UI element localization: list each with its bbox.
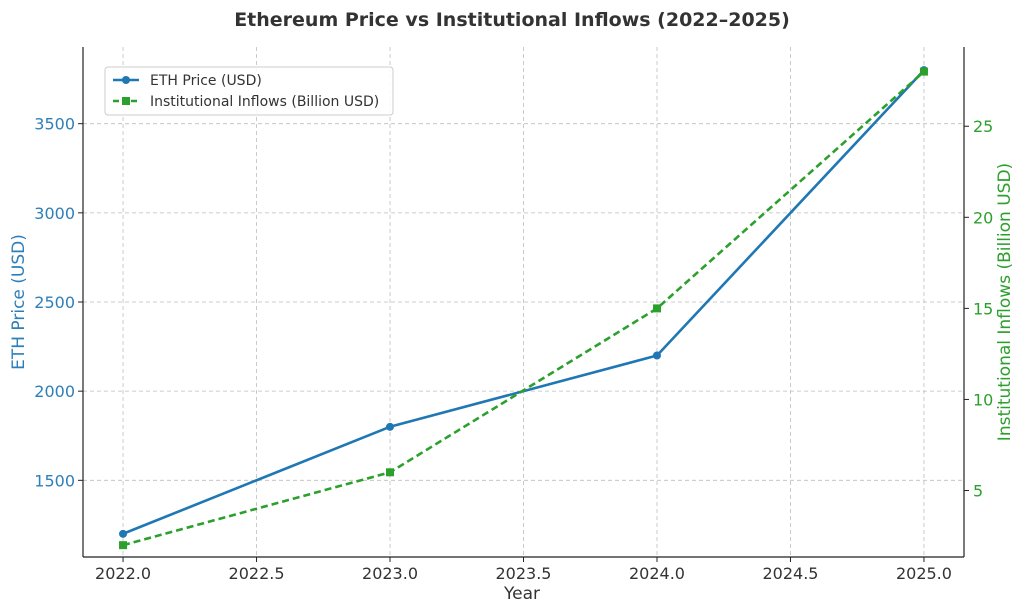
left-y-tick-label: 2500 — [34, 293, 75, 312]
x-tick-label: 2022.0 — [95, 564, 151, 583]
series-line-institutional-inflows — [122, 70, 925, 547]
legend-box — [104, 66, 394, 116]
legend-entry-institutional-inflows: Institutional Inflows (Billion USD) — [150, 94, 379, 110]
x-tick-label: 2022.5 — [229, 564, 285, 583]
grid — [83, 47, 964, 557]
x-axis-label: Year — [503, 584, 540, 604]
legend: ETH Price (USD) Institutional Inflows (B… — [104, 66, 394, 116]
plot-area — [119, 66, 928, 550]
x-tick-label: 2023.5 — [496, 564, 552, 583]
data-point-institutional-inflows — [119, 541, 128, 550]
right-y-tick-label: 15 — [973, 299, 993, 318]
x-tick-label: 2025.0 — [896, 564, 952, 583]
left-y-tick-label: 3500 — [34, 115, 75, 134]
right-y-axis-label: Institutional Inflows (Billion USD) — [995, 163, 1015, 441]
right-y-tick-label: 10 — [973, 390, 993, 409]
right-y-tick-label: 25 — [973, 117, 993, 136]
data-point-institutional-inflows — [386, 468, 395, 477]
left-y-tick-label: 1500 — [34, 471, 75, 490]
left-y-tick-label: 3000 — [34, 204, 75, 223]
right-y-tick-label: 5 — [973, 482, 983, 501]
left-y-tick-label: 2000 — [34, 382, 75, 401]
x-tick-label: 2024.5 — [762, 564, 818, 583]
chart-title: Ethereum Price vs Institutional Inflows … — [234, 9, 790, 31]
axes: 2022.0 2022.5 2023.0 2023.5 2024.0 2024.5 2025… — [34, 47, 993, 583]
x-tick-label: 2023.0 — [362, 564, 418, 583]
x-tick-label: 2024.0 — [629, 564, 685, 583]
legend-marker-institutional-inflows — [122, 97, 130, 105]
legend-entry-eth-price: ETH Price (USD) — [150, 73, 262, 89]
data-point-institutional-inflows — [919, 67, 928, 76]
data-point-eth-price — [652, 351, 661, 360]
left-y-axis-label: ETH Price (USD) — [9, 234, 29, 370]
data-point-eth-price — [119, 529, 128, 538]
legend-marker-eth-price — [122, 76, 130, 84]
right-y-tick-label: 20 — [973, 208, 993, 227]
data-point-institutional-inflows — [652, 304, 661, 313]
data-point-eth-price — [386, 422, 395, 431]
